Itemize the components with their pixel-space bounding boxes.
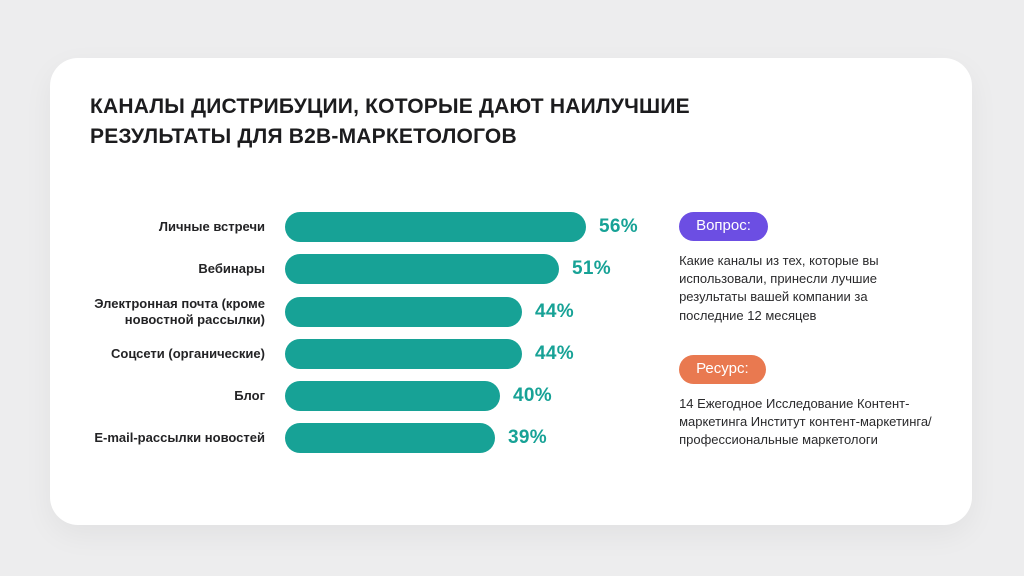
bar-category-label: Блог [234, 388, 265, 404]
bar-area: 51% [285, 254, 659, 285]
bar-row: Соцсети (органические) 44% [90, 339, 659, 370]
bar [285, 339, 522, 370]
bar-category-label: Личные встречи [158, 219, 265, 235]
bar-value-label: 40% [513, 385, 552, 407]
bar-value-label: 44% [535, 343, 574, 365]
bar-row: Вебинары 51% [90, 254, 659, 285]
resource-text: 14 Ежегодное Исследование Контент-маркет… [679, 395, 932, 448]
bar-category-label: Соцсети (органические) [110, 346, 265, 362]
bar [285, 296, 522, 327]
bar-area: 39% [285, 423, 659, 454]
page-title: КАНАЛЫ ДИСТРИБУЦИИ, КОТОРЫЕ ДАЮТ НАИЛУЧШ… [90, 95, 690, 149]
content-card: КАНАЛЫ ДИСТРИБУЦИИ, КОТОРЫЕ ДАЮТ НАИЛУЧШ… [50, 58, 972, 525]
bar-category-label: Вебинары [198, 261, 265, 277]
bar-value-label: 51% [572, 258, 611, 280]
bar-row: Блог 40% [90, 381, 659, 412]
bar-area: 44% [285, 296, 659, 327]
bar-area: 40% [285, 381, 659, 412]
bar-area: 44% [285, 339, 659, 370]
bar-area: 56% [285, 212, 659, 243]
bar [285, 254, 559, 285]
bar-category-label: E-mail-рассылки новостей [94, 430, 265, 446]
resource-badge: Ресурс: [679, 354, 766, 384]
question-text: Какие каналы из тех, которые вы использо… [679, 253, 879, 323]
bar-value-label: 56% [599, 216, 638, 238]
content-columns: Личные встречи 56% Вебинары 51% Электрон… [90, 212, 932, 454]
bar-value-label: 44% [535, 300, 574, 322]
bar-category-label: Электронная почта (кроме новостной рассы… [94, 296, 265, 327]
bar-chart: Личные встречи 56% Вебинары 51% Электрон… [90, 212, 659, 454]
side-panel: Вопрос: Какие каналы из тех, которые вы … [679, 212, 932, 453]
bar [285, 212, 586, 243]
bar-value-label: 39% [508, 427, 547, 449]
question-badge: Вопрос: [679, 212, 768, 242]
bar-row: Электронная почта (кроме новостной рассы… [90, 296, 659, 327]
bar [285, 423, 495, 454]
bar-row: E-mail-рассылки новостей 39% [90, 423, 659, 454]
bar-row: Личные встречи 56% [90, 212, 659, 243]
bar [285, 381, 500, 412]
